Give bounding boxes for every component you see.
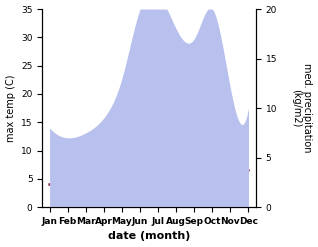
Y-axis label: max temp (C): max temp (C) xyxy=(5,74,16,142)
X-axis label: date (month): date (month) xyxy=(108,231,190,242)
Y-axis label: med. precipitation
(kg/m2): med. precipitation (kg/m2) xyxy=(291,63,313,153)
